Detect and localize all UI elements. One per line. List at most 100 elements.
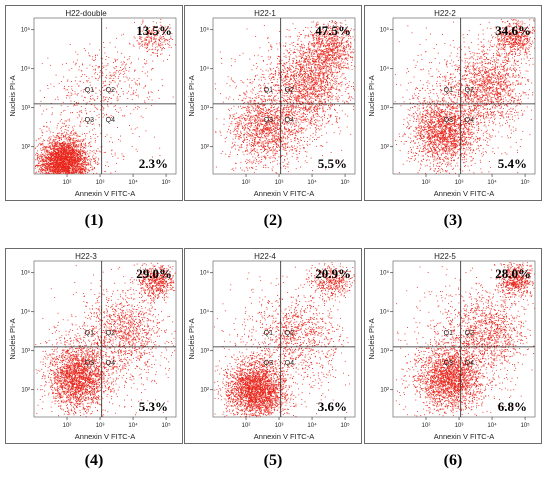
event-dot — [110, 74, 111, 76]
event-dot — [273, 109, 275, 111]
event-dot — [59, 156, 60, 157]
event-dot — [60, 112, 62, 113]
event-dot — [73, 151, 75, 153]
event-dot — [77, 170, 79, 172]
event-dot — [283, 107, 285, 108]
event-dot — [274, 129, 276, 131]
event-dot — [83, 89, 85, 91]
event-dot — [103, 107, 105, 109]
event-dot — [75, 170, 77, 171]
event-dot — [46, 125, 48, 127]
event-dot — [283, 140, 285, 142]
event-dot — [319, 84, 321, 85]
event-dot — [58, 158, 60, 160]
event-dot — [129, 125, 130, 126]
event-dot — [144, 62, 146, 64]
event-dot — [268, 146, 270, 148]
event-dot — [68, 172, 70, 174]
event-dot — [82, 165, 84, 167]
event-dot — [58, 155, 60, 157]
event-dots — [34, 18, 176, 175]
event-dot — [123, 71, 125, 72]
event-dot — [252, 108, 254, 110]
event-dot — [255, 119, 257, 121]
event-dot — [57, 165, 59, 167]
event-dot — [65, 150, 67, 152]
event-dot — [74, 158, 76, 160]
event-dot — [264, 104, 266, 105]
event-dot — [74, 159, 76, 161]
event-dot — [309, 104, 310, 106]
event-dot — [123, 158, 125, 160]
event-dot — [304, 68, 306, 70]
event-dot — [67, 157, 69, 159]
event-dot — [75, 156, 77, 158]
event-dot — [52, 152, 53, 154]
event-dot — [255, 169, 257, 170]
event-dot — [45, 163, 47, 165]
event-dot — [115, 88, 116, 90]
event-dot — [250, 150, 252, 152]
event-dot — [90, 141, 92, 143]
event-dot — [275, 134, 277, 136]
event-dot — [267, 70, 269, 72]
event-dot — [299, 72, 301, 74]
event-dot — [293, 76, 295, 78]
event-dot — [72, 147, 74, 149]
event-dot — [278, 137, 280, 139]
event-dot — [228, 128, 229, 130]
event-dot — [65, 151, 67, 153]
event-dot — [86, 164, 88, 166]
event-dot — [265, 153, 267, 155]
event-dot — [262, 121, 264, 122]
event-dot — [114, 170, 116, 172]
event-dot — [264, 114, 266, 116]
event-dot — [54, 98, 56, 100]
event-dot — [94, 168, 96, 169]
event-dot — [61, 145, 62, 146]
event-dot — [70, 157, 72, 159]
event-dot — [109, 97, 110, 98]
event-dot — [257, 161, 259, 163]
event-dot — [57, 151, 59, 153]
event-dot — [66, 159, 68, 161]
event-dot — [82, 139, 84, 141]
event-dot — [255, 162, 257, 164]
event-dot — [285, 115, 286, 117]
event-dot — [103, 65, 105, 67]
event-dot — [74, 153, 76, 155]
event-dot — [54, 162, 56, 164]
event-dot — [254, 78, 255, 80]
event-dot — [64, 129, 66, 130]
event-dot — [234, 126, 236, 128]
event-dot — [68, 165, 70, 167]
event-dot — [71, 151, 73, 153]
event-dot — [237, 122, 239, 124]
event-dot — [83, 156, 85, 158]
event-dot — [50, 160, 52, 162]
event-dot — [262, 103, 264, 105]
event-dot — [340, 160, 342, 162]
event-dot — [95, 162, 97, 164]
event-dot — [270, 142, 272, 144]
event-dot — [57, 157, 58, 158]
event-dot — [86, 157, 88, 159]
event-dot — [76, 136, 78, 138]
event-dot — [40, 160, 42, 162]
event-dot — [63, 143, 65, 145]
event-dot — [51, 144, 53, 145]
event-dot — [247, 127, 249, 129]
event-dot — [90, 167, 91, 168]
event-dot — [48, 159, 50, 161]
event-dot — [272, 148, 274, 150]
event-dot — [275, 128, 276, 129]
event-dot — [109, 77, 111, 79]
event-dot — [234, 128, 236, 130]
event-dot — [255, 130, 256, 132]
event-dot — [55, 161, 57, 163]
event-dot — [220, 135, 222, 137]
event-dot — [50, 147, 52, 149]
event-dot — [93, 60, 95, 61]
event-dot — [291, 116, 293, 118]
event-dot — [258, 141, 259, 143]
